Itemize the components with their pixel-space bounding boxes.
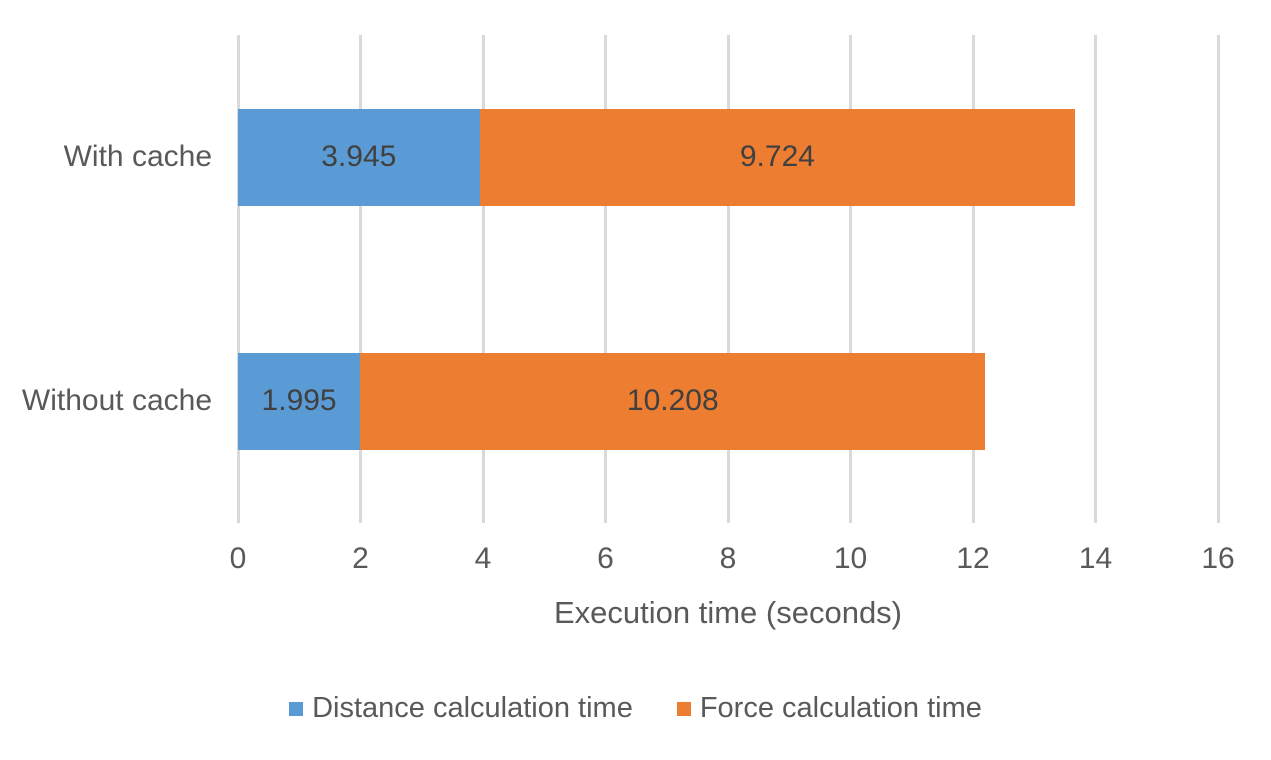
bar-segment: 3.945: [238, 108, 480, 206]
legend-label: Distance calculation time: [312, 692, 633, 724]
x-axis-title: Execution time (seconds): [553, 595, 903, 630]
gridline: [481, 35, 485, 523]
x-tick-label: 16: [1201, 542, 1235, 575]
legend: Distance calculation time Force calculati…: [0, 692, 1271, 725]
legend-item: Distance calculation time: [289, 692, 633, 725]
legend-swatch: [676, 701, 691, 716]
data-label: 1.995: [261, 384, 337, 417]
bar-segment: 10.208: [360, 352, 986, 450]
legend-item: Force calculation time: [676, 692, 982, 725]
gridline: [1094, 35, 1097, 523]
x-tick-label: 10: [833, 542, 868, 575]
x-tick-label: 6: [597, 542, 614, 575]
gridline: [236, 35, 240, 523]
bar-row: 3.945 9.724: [238, 108, 1076, 206]
bar-row: 1.995 10.208: [238, 352, 986, 450]
x-tick-label: 14: [1078, 542, 1113, 575]
bar-segment: 9.724: [479, 108, 1076, 206]
x-tick-label: 8: [719, 542, 737, 575]
legend-swatch: [289, 701, 304, 716]
bar-segment: 1.995: [238, 352, 361, 450]
category-label: With cache: [63, 140, 212, 173]
data-label: 3.945: [321, 140, 397, 173]
gridline: [1216, 35, 1220, 523]
gridline: [359, 35, 362, 523]
plot-area: 3.945 9.724 1.995 10.208: [236, 35, 1220, 523]
gridline: [849, 35, 852, 523]
gridline: [971, 35, 975, 523]
x-tick-label: 12: [956, 542, 990, 575]
legend-label: Force calculation time: [699, 692, 982, 724]
gridline: [726, 35, 730, 523]
x-tick-label: 0: [229, 542, 247, 575]
x-tick-label: 2: [352, 542, 369, 575]
x-tick-label: 4: [474, 542, 492, 575]
category-label: Without cache: [21, 384, 212, 417]
data-label: 9.724: [739, 140, 815, 173]
gridline: [604, 35, 607, 523]
data-label: 10.208: [626, 384, 719, 417]
